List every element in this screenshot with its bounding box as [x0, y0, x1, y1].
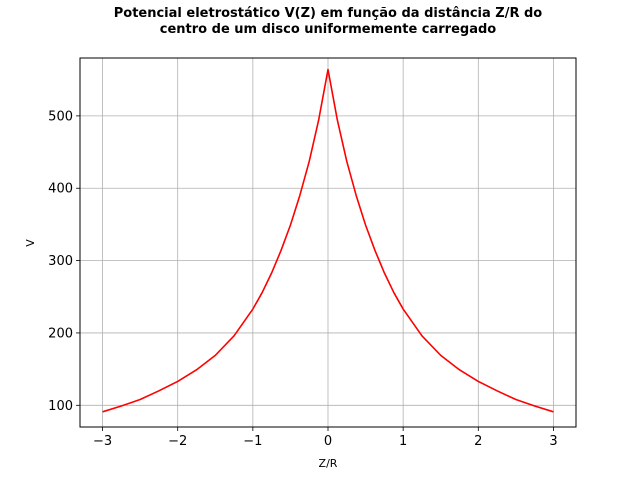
x-tick-label: −2 — [168, 434, 187, 449]
y-tick-label: 500 — [48, 109, 73, 124]
y-tick-label: 200 — [48, 326, 73, 341]
x-tick-label: 1 — [399, 434, 407, 449]
potential-curve — [102, 68, 554, 413]
x-tick-label: −3 — [93, 434, 112, 449]
y-axis-label: V — [24, 239, 37, 247]
series-layer — [102, 68, 554, 413]
x-axis-label: Z/R — [319, 457, 338, 470]
x-axis-ticks: −3 −2 −1 0 1 2 3 — [93, 427, 558, 449]
x-tick-label: 0 — [324, 434, 332, 449]
x-tick-label: −1 — [243, 434, 262, 449]
x-tick-label: 3 — [549, 434, 557, 449]
x-tick-label: 2 — [474, 434, 482, 449]
y-tick-label: 300 — [48, 254, 73, 269]
x-gridlines — [102, 58, 554, 427]
chart-title-line-1: Potencial eletrostático V(Z) em função d… — [114, 6, 543, 21]
y-axis-ticks: 100 200 300 400 500 — [48, 109, 80, 414]
y-tick-label: 400 — [48, 182, 73, 197]
chart-title-line-2: centro de um disco uniformemente carrega… — [160, 22, 497, 37]
y-gridlines — [80, 115, 576, 406]
y-tick-label: 100 — [48, 399, 73, 414]
